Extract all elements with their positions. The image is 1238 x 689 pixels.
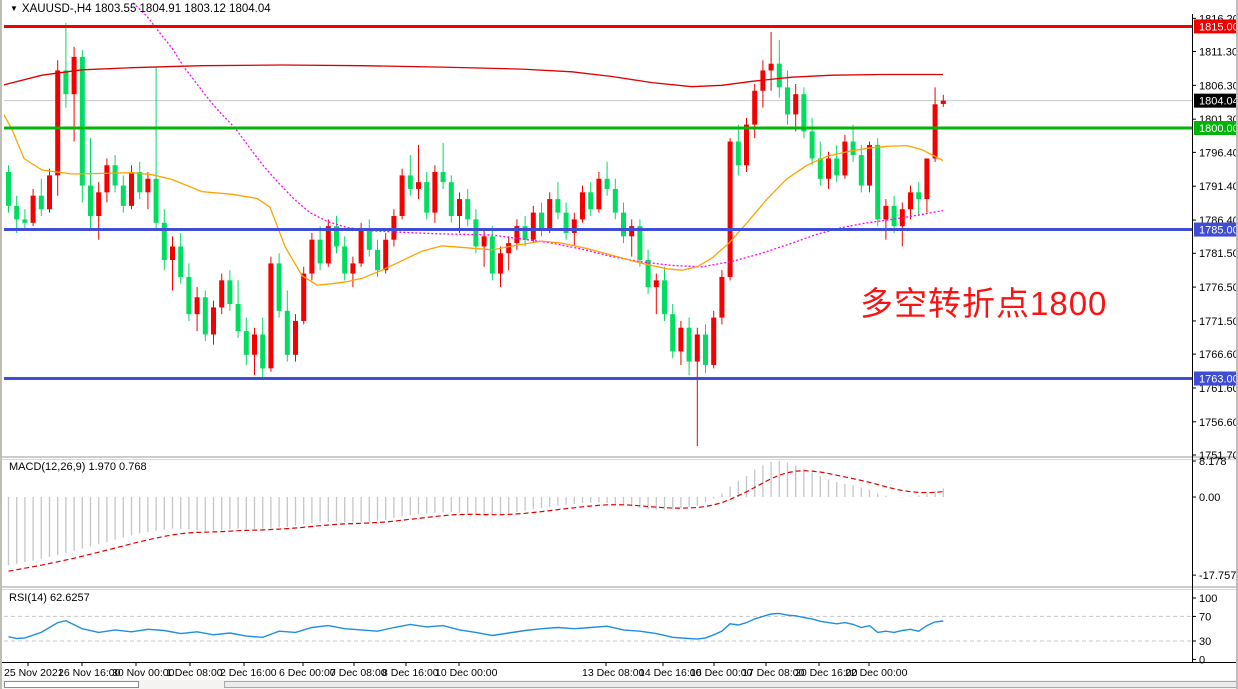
svg-text:0.00: 0.00 xyxy=(1199,492,1220,504)
ma-orange-line xyxy=(4,113,944,286)
svg-text:1791.40: 1791.40 xyxy=(1199,181,1238,193)
svg-text:1815.00: 1815.00 xyxy=(1199,21,1238,33)
main-price-panel xyxy=(4,2,1192,447)
chart-annotation-text: 多空转折点1800 xyxy=(860,285,1108,322)
svg-text:13 Dec 08:00: 13 Dec 08:00 xyxy=(582,667,645,679)
price-badge-1763.00: 1763.00 xyxy=(1194,371,1238,386)
svg-text:30 Nov 00:00: 30 Nov 00:00 xyxy=(112,667,175,679)
ma-magenta-line xyxy=(132,2,944,268)
price-badge-1785.00: 1785.00 xyxy=(1194,222,1238,237)
price-badge-1800.00: 1800.00 xyxy=(1194,121,1238,135)
svg-text:16 Dec 00:00: 16 Dec 00:00 xyxy=(690,667,753,679)
symbol-ohlc-header: ▼ XAUUSD-,H4 1803.55 1804.91 1803.12 1804… xyxy=(10,3,271,15)
svg-text:2 Dec 16:00: 2 Dec 16:00 xyxy=(220,667,277,679)
svg-text:1804.04: 1804.04 xyxy=(1199,96,1238,108)
svg-text:1771.50: 1771.50 xyxy=(1199,316,1238,328)
svg-text:14 Dec 16:00: 14 Dec 16:00 xyxy=(639,667,702,679)
svg-text:25 Nov 2021: 25 Nov 2021 xyxy=(4,667,64,679)
svg-text:30: 30 xyxy=(1199,636,1211,648)
macd-indicator-label: MACD(12,26,9) 1.970 0.768 xyxy=(9,461,147,473)
svg-text:17 Dec 08:00: 17 Dec 08:00 xyxy=(742,667,805,679)
svg-text:26 Nov 16:00: 26 Nov 16:00 xyxy=(58,667,121,679)
symbol-ohlc-text: XAUUSD-,H4 1803.55 1804.91 1803.12 1804.… xyxy=(21,3,271,15)
svg-text:1751.70: 1751.70 xyxy=(1199,450,1238,462)
svg-text:1763.00: 1763.00 xyxy=(1199,373,1238,385)
rsi-line xyxy=(8,612,944,640)
svg-text:1800.00: 1800.00 xyxy=(1199,123,1238,135)
svg-text:1 Dec 08:00: 1 Dec 08:00 xyxy=(166,667,223,679)
scrollbar-thumb[interactable] xyxy=(224,681,1238,688)
macd-panel xyxy=(7,461,944,572)
svg-text:70: 70 xyxy=(1199,611,1211,623)
symbol-dropdown-arrow-icon[interactable]: ▼ xyxy=(10,4,18,13)
svg-text:1806.30: 1806.30 xyxy=(1199,80,1238,92)
svg-text:6 Dec 00:00: 6 Dec 00:00 xyxy=(279,667,336,679)
svg-text:-17.757: -17.757 xyxy=(1199,570,1236,582)
ma-red-line xyxy=(4,64,943,88)
svg-text:7 Dec 08:00: 7 Dec 08:00 xyxy=(330,667,387,679)
price-badge-1815.00: 1815.00 xyxy=(1194,19,1238,34)
svg-text:1796.40: 1796.40 xyxy=(1199,147,1238,159)
scrollbar-segment[interactable] xyxy=(4,681,139,688)
svg-text:1776.50: 1776.50 xyxy=(1199,282,1238,294)
svg-text:1756.60: 1756.60 xyxy=(1199,417,1238,429)
svg-text:1766.60: 1766.60 xyxy=(1199,349,1238,361)
svg-text:1811.30: 1811.30 xyxy=(1199,46,1238,58)
svg-text:22 Dec 00:00: 22 Dec 00:00 xyxy=(845,667,908,679)
macd-signal-line xyxy=(8,470,944,572)
candles-series xyxy=(6,23,946,447)
svg-text:8 Dec 16:00: 8 Dec 16:00 xyxy=(382,667,439,679)
rsi-panel xyxy=(4,612,1192,642)
svg-text:10 Dec 00:00: 10 Dec 00:00 xyxy=(435,667,498,679)
svg-text:1785.00: 1785.00 xyxy=(1199,225,1238,237)
bottom-scrollbar xyxy=(2,680,1238,689)
svg-text:0: 0 xyxy=(1199,654,1205,666)
rsi-indicator-label: RSI(14) 62.6257 xyxy=(9,592,90,604)
svg-text:8.178: 8.178 xyxy=(1199,456,1227,468)
svg-text:100: 100 xyxy=(1199,593,1217,605)
price-badge-1804.04: 1804.04 xyxy=(1194,93,1238,108)
price-axis: 1816.201811.301806.301801.301796.401791.… xyxy=(1192,13,1238,666)
svg-text:1761.60: 1761.60 xyxy=(1199,383,1238,395)
svg-text:1781.50: 1781.50 xyxy=(1199,248,1238,260)
svg-text:20 Dec 16:00: 20 Dec 16:00 xyxy=(795,667,858,679)
